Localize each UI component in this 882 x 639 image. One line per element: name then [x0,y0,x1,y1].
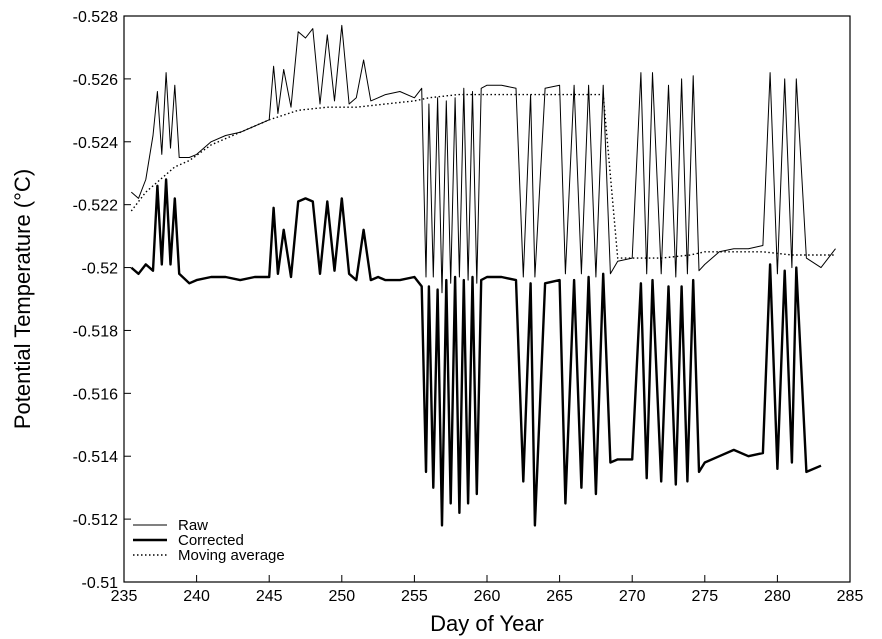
x-tick-label: 280 [764,588,791,605]
series-layer [130,24,836,527]
y-tick-label: -0.528 [73,9,118,26]
legend-label-moving-average: Moving average [178,547,285,564]
series-line-raw [130,24,836,294]
y-tick-label: -0.52 [82,261,119,278]
x-tick-label: 285 [837,588,864,605]
y-tick-label: -0.518 [73,323,118,340]
y-tick-label: -0.524 [73,135,118,152]
plot-frame [123,15,851,583]
axis-ticks: 235 240 245 250 255 260 265 270 275 280 285 -0.528 -… [73,9,864,605]
x-tick-label: 250 [328,588,355,605]
y-axis-title: Potential Temperature (°C) [10,169,35,429]
y-tick-label: -0.512 [73,512,118,529]
x-tick-label: 265 [546,588,573,605]
y-tick-label: -0.522 [73,198,118,215]
x-axis-title: Day of Year [430,611,544,636]
series-line-moving-average [130,93,836,259]
legend-label-raw: Raw [178,517,208,534]
x-tick-label: 270 [619,588,646,605]
y-tick-label: -0.526 [73,72,118,89]
y-tick-label: -0.51 [82,575,119,592]
y-tick-label: -0.514 [73,449,118,466]
x-tick-label: 255 [401,588,428,605]
legend: Raw Corrected Moving average [133,517,285,564]
x-tick-label: 275 [691,588,718,605]
series-line-corrected [130,178,822,527]
legend-label-corrected: Corrected [178,532,244,549]
x-tick-label: 240 [183,588,210,605]
y-tick-label: -0.516 [73,386,118,403]
x-tick-label: 245 [256,588,283,605]
x-tick-label: 235 [111,588,138,605]
x-tick-label: 260 [474,588,501,605]
